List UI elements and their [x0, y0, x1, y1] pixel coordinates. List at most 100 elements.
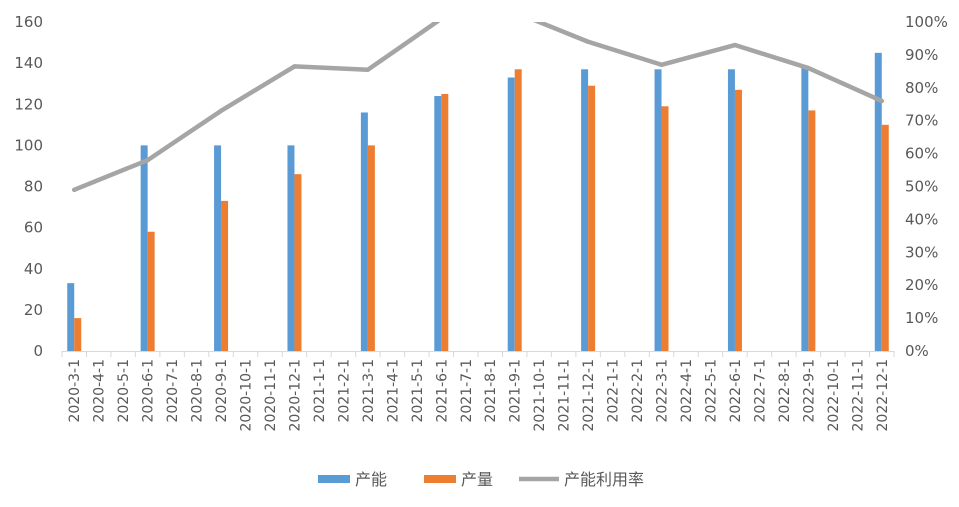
line-point: [513, 10, 517, 14]
legend-label: 产量: [461, 470, 493, 489]
bar-capacity: [654, 69, 662, 351]
bar-capacity: [727, 69, 735, 351]
x-tick-label: 2021-1-1: [312, 359, 328, 423]
x-tick-label: 2021-12-1: [581, 359, 597, 431]
left-tick-label: 20: [24, 301, 43, 319]
left-axis-ticks: 0 20 40 60 80 100 120 140 160: [14, 13, 43, 360]
bar-output: [147, 231, 155, 351]
right-tick-label: 90%: [905, 46, 938, 64]
x-tick-label: 2022-6-1: [728, 359, 744, 423]
x-tick-label: 2021-8-1: [483, 359, 499, 423]
x-tick-label: 2020-4-1: [92, 359, 108, 423]
x-tick-label: 2021-4-1: [385, 359, 401, 423]
bar-output: [661, 106, 669, 352]
bar-output: [294, 174, 302, 351]
left-tick-label: 60: [24, 219, 43, 237]
x-tick-label: 2022-1-1: [606, 359, 622, 423]
bar-output: [881, 124, 889, 351]
right-tick-label: 0%: [905, 342, 929, 360]
line-point: [439, 17, 443, 21]
x-axis-ticks: 2020-3-1 2020-4-1 2020-5-1 2020-6-1 2020-7-1…: [61, 351, 895, 431]
bar-capacity: [67, 283, 75, 351]
right-tick-label: 10%: [905, 309, 938, 327]
line-point: [365, 67, 371, 72]
legend: 产能 产量 产能利用率: [318, 470, 644, 489]
bar-output: [367, 145, 375, 351]
line-point: [292, 64, 297, 69]
legend-swatch: [318, 475, 350, 483]
legend-label: 产能: [355, 470, 387, 489]
x-tick-label: 2021-2-1: [336, 359, 352, 423]
left-tick-label: 120: [14, 95, 43, 113]
bar-capacity: [874, 52, 882, 351]
left-tick-label: 160: [14, 13, 43, 31]
bar-capacity: [214, 145, 222, 351]
bar-capacity: [801, 67, 809, 352]
x-tick-label: 2021-9-1: [508, 359, 524, 423]
x-tick-label: 2020-6-1: [141, 359, 157, 423]
bar-capacity: [581, 69, 589, 351]
x-tick-label: 2022-10-1: [826, 359, 842, 431]
x-tick-label: 2021-7-1: [459, 359, 475, 423]
x-tick-label: 2020-12-1: [287, 359, 303, 431]
x-tick-label: 2021-5-1: [410, 359, 426, 423]
right-tick-label: 20%: [905, 276, 938, 294]
x-tick-label: 2020-9-1: [214, 359, 230, 423]
x-tick-label: 2022-7-1: [752, 359, 768, 423]
line-point: [806, 65, 811, 71]
x-tick-label: 2022-3-1: [655, 359, 671, 423]
x-tick-label: 2021-11-1: [557, 359, 573, 431]
bar-output: [588, 85, 596, 352]
bar-series-group: [67, 52, 889, 352]
x-tick-label: 2020-8-1: [190, 359, 206, 423]
x-tick-label: 2021-10-1: [532, 359, 548, 431]
x-tick-label: 2022-8-1: [777, 359, 793, 423]
right-tick-label: 70%: [905, 112, 938, 130]
line-point: [659, 62, 664, 67]
bar-capacity: [287, 145, 295, 351]
right-tick-label: 60%: [905, 145, 938, 163]
bar-output: [514, 69, 522, 351]
x-tick-label: 2021-3-1: [361, 359, 377, 423]
left-tick-label: 40: [24, 260, 43, 278]
line-point: [145, 157, 150, 163]
legend-swatch: [424, 475, 456, 483]
x-tick-label: 2022-5-1: [703, 359, 719, 423]
left-tick-label: 80: [24, 178, 43, 196]
right-tick-label: 30%: [905, 243, 938, 261]
x-tick-label: 2022-12-1: [875, 359, 891, 431]
line-point: [218, 108, 224, 114]
line-series-group: [71, 10, 885, 193]
line-point: [732, 42, 738, 48]
x-tick-label: 2020-11-1: [263, 359, 279, 431]
legend-label: 产能利用率: [564, 470, 644, 489]
bar-capacity: [507, 77, 515, 352]
right-tick-label: 80%: [905, 79, 938, 97]
x-tick-label: 2022-11-1: [850, 359, 866, 431]
right-tick-label: 100%: [905, 13, 948, 31]
x-tick-label: 2022-4-1: [679, 359, 695, 423]
right-tick-label: 50%: [905, 178, 938, 196]
bar-output: [221, 200, 229, 351]
right-tick-label: 40%: [905, 210, 938, 228]
bar-capacity: [140, 145, 148, 351]
x-tick-label: 2020-5-1: [116, 359, 132, 423]
bar-output: [74, 318, 82, 351]
line-capacity-utilization: [71, 22, 885, 193]
bar-output: [808, 110, 816, 351]
left-tick-label: 140: [14, 54, 43, 72]
bar-capacity: [360, 112, 368, 351]
left-tick-label: 100: [14, 136, 43, 154]
x-tick-label: 2020-3-1: [67, 359, 83, 423]
right-axis-ticks: 0% 10% 20% 30% 40% 50% 60% 70% 80% 90% 100%: [905, 13, 948, 360]
x-tick-label: 2022-9-1: [801, 359, 817, 423]
line-point: [72, 187, 77, 192]
bar-output: [734, 89, 742, 351]
x-tick-label: 2021-6-1: [434, 359, 450, 423]
x-tick-label: 2020-10-1: [239, 359, 255, 431]
left-tick-label: 0: [33, 342, 43, 360]
line-point: [585, 39, 591, 44]
bar-capacity: [434, 96, 442, 352]
line-point: [879, 98, 884, 104]
